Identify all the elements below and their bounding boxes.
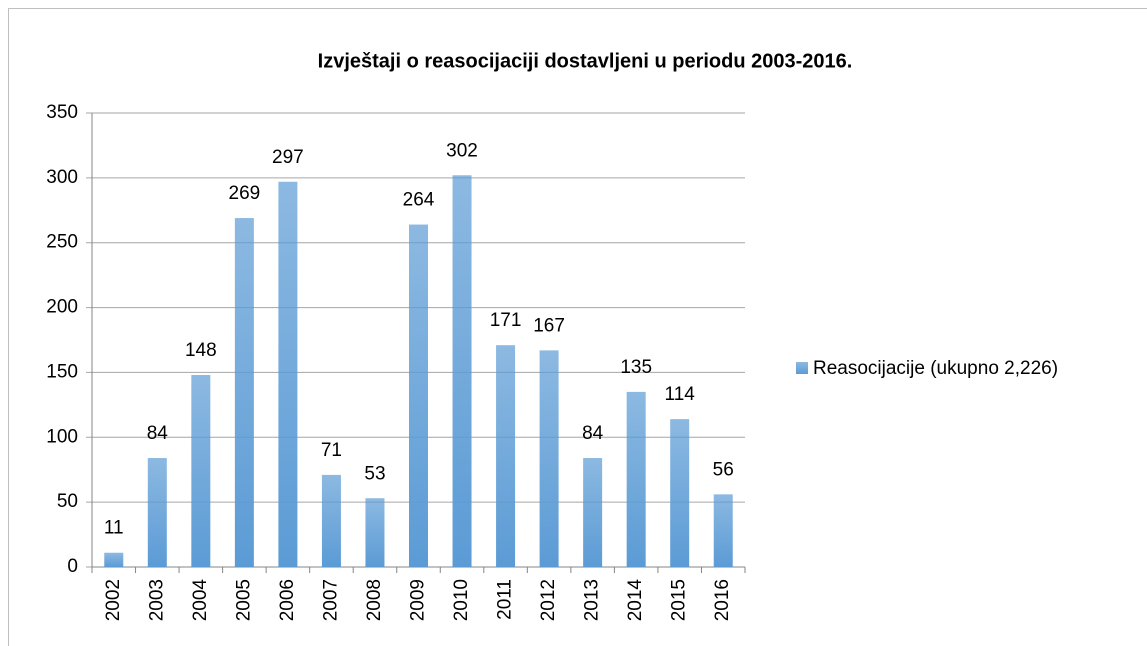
bar	[104, 552, 124, 567]
bar	[365, 498, 385, 567]
y-tick-label: 0	[67, 556, 78, 577]
bar	[626, 391, 646, 567]
bar	[452, 175, 472, 567]
x-tick-label: 2002	[103, 579, 124, 621]
x-tick-label: 2004	[190, 579, 211, 622]
x-tick-label: 2012	[538, 579, 559, 621]
x-tick-label: 2015	[669, 579, 690, 621]
value-label: 302	[446, 140, 478, 161]
bar	[496, 345, 516, 567]
x-tick-label: 2010	[451, 579, 472, 621]
value-label: 148	[185, 340, 217, 361]
value-label: 53	[364, 463, 385, 484]
x-tick-label: 2008	[364, 579, 385, 621]
x-tick-label: 2006	[277, 579, 298, 621]
y-tick-label: 200	[46, 297, 78, 318]
y-tick-label: 150	[46, 361, 78, 382]
value-label: 269	[229, 183, 261, 204]
x-tick-label: 2007	[320, 579, 341, 621]
y-tick-label: 100	[46, 426, 78, 447]
value-label: 264	[403, 190, 435, 211]
x-tick-label: 2009	[408, 579, 429, 621]
bar	[191, 375, 211, 567]
bar	[147, 458, 167, 567]
chart-title: Izvještaji o reasocijaciji dostavljeni u…	[318, 50, 853, 72]
legend-label: Reasocijacije (ukupno 2,226)	[813, 358, 1058, 379]
bar	[321, 474, 341, 567]
x-tick-label: 2003	[146, 579, 167, 621]
legend-swatch	[796, 362, 808, 374]
x-tick-label: 2014	[625, 579, 646, 622]
bar	[539, 350, 559, 567]
value-label: 114	[665, 384, 696, 405]
y-tick-label: 50	[57, 491, 78, 512]
x-tick-label: 2013	[582, 579, 603, 621]
y-tick-label: 250	[46, 232, 78, 253]
value-label: 84	[582, 423, 604, 444]
x-tick-label: 2016	[712, 579, 733, 621]
value-label: 11	[104, 518, 124, 539]
bar	[670, 419, 690, 567]
y-tick-label: 350	[46, 102, 78, 123]
bar	[409, 224, 428, 567]
value-label: 135	[620, 357, 652, 378]
value-label: 167	[533, 315, 565, 336]
value-label: 71	[321, 440, 342, 461]
x-tick-label: 2005	[233, 579, 254, 621]
bar	[278, 181, 298, 567]
bar	[713, 494, 733, 567]
bar	[583, 458, 603, 567]
bar	[234, 218, 254, 567]
chart-border	[8, 8, 1147, 646]
x-tick-label: 2011	[495, 579, 516, 620]
value-label: 56	[713, 459, 734, 480]
value-label: 297	[272, 147, 304, 168]
y-tick-label: 300	[46, 167, 78, 188]
value-label: 171	[490, 310, 522, 331]
value-label: 84	[147, 423, 169, 444]
